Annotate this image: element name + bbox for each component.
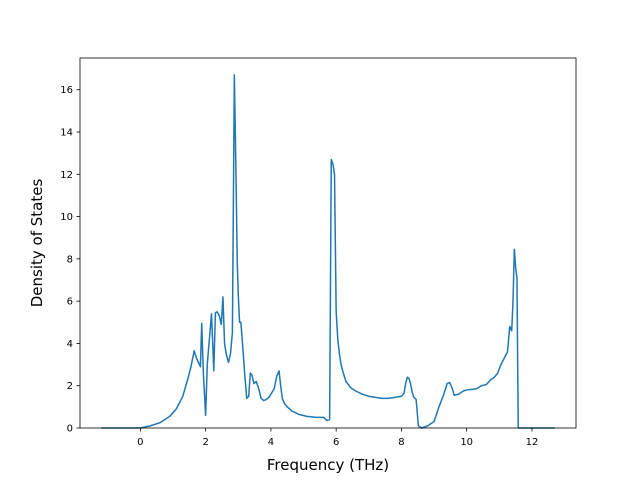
y-axis-label: Density of States: [28, 179, 46, 308]
y-axis-ticks: 0 2 4 6 8 10 12 14 16: [60, 85, 80, 435]
x-tick-label: 4: [268, 437, 274, 448]
y-tick-label: 2: [67, 381, 73, 392]
x-tick-label: 2: [202, 437, 208, 448]
y-tick-label: 6: [67, 297, 73, 308]
y-tick-label: 12: [60, 170, 73, 181]
y-tick-label: 10: [60, 212, 73, 223]
x-axis-label: Frequency (THz): [267, 456, 389, 474]
x-tick-label: 6: [333, 437, 339, 448]
x-tick-label: 0: [137, 437, 143, 448]
plot-area: [80, 58, 576, 428]
x-tick-label: 12: [526, 437, 539, 448]
y-tick-label: 8: [67, 254, 73, 265]
series-layer: [101, 74, 555, 429]
x-axis-ticks: 0 2 4 6 8 10 12: [137, 428, 538, 448]
series-line-0: [101, 74, 555, 429]
y-tick-label: 14: [60, 128, 73, 139]
x-tick-label: 8: [398, 437, 404, 448]
x-tick-label: 10: [460, 437, 473, 448]
y-tick-label: 16: [60, 85, 73, 96]
plot-frame: [79, 57, 577, 429]
y-tick-label: 0: [67, 424, 73, 435]
y-tick-label: 4: [67, 339, 73, 350]
